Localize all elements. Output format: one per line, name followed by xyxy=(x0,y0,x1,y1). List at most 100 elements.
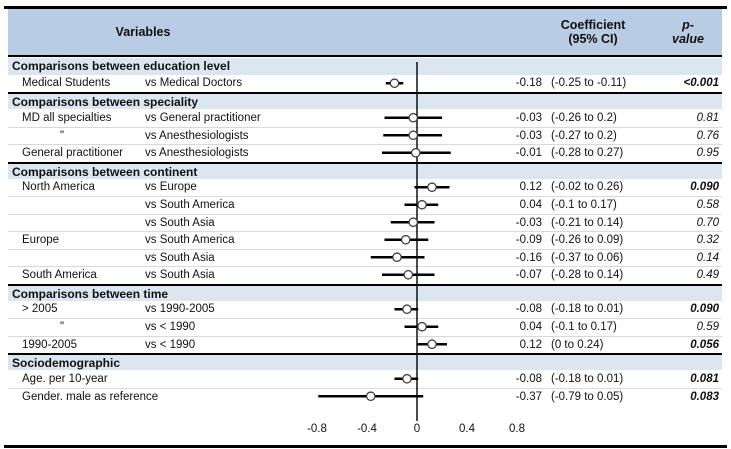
row-pvalue: 0.090 xyxy=(690,303,719,316)
row-comparison: vs < 1990 xyxy=(145,338,196,351)
row-comparison: vs South America xyxy=(145,199,235,212)
row-variable: North America xyxy=(22,181,95,194)
row-comparison: vs South Asia xyxy=(145,251,215,264)
row-pvalue: 0.70 xyxy=(696,216,719,229)
row-confidence-interval: (-0.26 to 0.2) xyxy=(551,111,617,124)
row-pvalue: 0.081 xyxy=(690,372,719,385)
x-axis-tick-label: -0.4 xyxy=(357,423,377,435)
row-variable: South America xyxy=(22,269,97,282)
row-comparison: vs < 1990 xyxy=(145,321,196,334)
row-confidence-interval: (-0.27 to 0.2) xyxy=(551,129,617,142)
table-row: South America vs South Asia -0.07 (-0.28 to… xyxy=(8,266,722,284)
section-title: Comparisons between speciality xyxy=(8,92,722,109)
row-variable: General practitioner xyxy=(22,147,123,160)
row-variable: > 2005 xyxy=(22,303,58,316)
row-pvalue: 0.056 xyxy=(690,338,719,351)
row-confidence-interval: (-0.28 to 0.14) xyxy=(551,269,624,282)
row-coefficient: -0.37 xyxy=(515,390,542,403)
row-variable: Gender. male as reference xyxy=(22,390,159,403)
row-coefficient: 0.12 xyxy=(519,338,542,351)
table-row: 1990-2005 vs < 1990 0.12 (0 to 0.24) 0.056 xyxy=(8,335,722,353)
table-row: vs South Asia -0.16 (-0.37 to 0.06) 0.14 xyxy=(8,248,722,267)
row-coefficient: -0.03 xyxy=(515,111,542,124)
row-confidence-interval: (-0.28 to 0.27) xyxy=(551,147,624,160)
row-coefficient: -0.03 xyxy=(515,129,542,142)
row-comparison: vs 1990-2005 xyxy=(145,303,215,316)
row-coefficient: -0.08 xyxy=(515,372,542,385)
x-axis-tick-label: 0 xyxy=(413,423,421,435)
row-pvalue: 0.090 xyxy=(690,181,719,194)
row-pvalue: 0.49 xyxy=(696,269,719,282)
pvalue-label-line2: value xyxy=(672,32,704,46)
table-top-border xyxy=(4,6,727,9)
table-row: > 2005 vs 1990-2005 -0.08 (-0.18 to 0.01) 0.… xyxy=(8,300,722,318)
row-variable: Europe xyxy=(22,234,60,247)
row-pvalue: 0.32 xyxy=(696,234,719,247)
row-variable xyxy=(22,250,144,267)
row-comparison: vs Anesthesiologists xyxy=(145,129,249,142)
row-pvalue: 0.14 xyxy=(696,251,719,264)
table-body: Comparisons between education level Medic… xyxy=(8,57,722,406)
coefficient-label-line1: Coefficient xyxy=(560,17,626,32)
row-confidence-interval: (-0.21 to 0.14) xyxy=(551,216,624,229)
row-coefficient: -0.08 xyxy=(515,303,542,316)
row-comparison xyxy=(145,389,295,406)
row-pvalue: 0.58 xyxy=(696,199,719,212)
section-title: Sociodemographic xyxy=(8,353,722,370)
table-row: Age. per 10-year -0.08 (-0.18 to 0.01) 0.08… xyxy=(8,370,722,388)
row-coefficient: -0.09 xyxy=(515,234,542,247)
row-pvalue: 0.59 xyxy=(696,321,719,334)
row-comparison: vs South America xyxy=(145,234,235,247)
row-comparison xyxy=(145,370,295,388)
row-pvalue: <0.001 xyxy=(683,77,720,90)
row-coefficient: -0.18 xyxy=(515,77,542,90)
table-row: " vs < 1990 0.04 (-0.1 to 0.17) 0.59 xyxy=(8,318,722,336)
row-coefficient: -0.01 xyxy=(515,147,542,160)
table-row: Europe vs South America -0.09 (-0.26 to 0.0… xyxy=(8,231,722,249)
row-pvalue: 0.083 xyxy=(690,390,719,403)
row-confidence-interval: (-0.1 to 0.17) xyxy=(551,199,617,212)
table-row: vs South America 0.04 (-0.1 to 0.17) 0.58 xyxy=(8,196,722,214)
row-pvalue: 0.95 xyxy=(696,147,719,160)
pvalue-column-header: p- value xyxy=(653,9,723,55)
row-variable xyxy=(22,197,144,214)
table-header-row: Variables Coefficient (95% CI) p- value xyxy=(8,9,722,57)
row-pvalue: 0.81 xyxy=(696,111,719,124)
row-comparison: vs South Asia xyxy=(145,269,215,282)
x-axis-tick-label: -0.8 xyxy=(307,423,327,435)
row-variable: " xyxy=(60,321,65,334)
section-title: Comparisons between time xyxy=(8,283,722,301)
row-comparison: vs General practitioner xyxy=(145,111,261,124)
row-comparison: vs Medical Doctors xyxy=(145,77,243,90)
row-comparison: vs South Asia xyxy=(145,216,215,229)
table-row: vs South Asia -0.03 (-0.21 to 0.14) 0.70 xyxy=(8,213,722,232)
row-coefficient: 0.04 xyxy=(519,321,542,334)
row-coefficient: 0.04 xyxy=(519,199,542,212)
row-coefficient: -0.03 xyxy=(515,216,542,229)
row-confidence-interval: (-0.1 to 0.17) xyxy=(551,321,617,334)
table-row: Gender. male as reference -0.37 (-0.79 to … xyxy=(8,387,722,406)
section-title: Comparisons between continent xyxy=(8,161,722,179)
row-confidence-interval: (-0.37 to 0.06) xyxy=(551,251,624,264)
coefficient-column-header: Coefficient (95% CI) xyxy=(478,9,708,55)
row-confidence-interval: (-0.79 to 0.05) xyxy=(551,390,624,403)
section-title: Comparisons between education level xyxy=(8,57,722,75)
table-row: MD all specialties vs General practitione… xyxy=(8,109,722,127)
row-pvalue: 0.76 xyxy=(696,129,719,142)
table-row: Medical Students vs Medical Doctors -0.18 (… xyxy=(8,74,722,92)
x-axis-tick-label: 0.8 xyxy=(509,423,525,435)
table-row: North America vs Europe 0.12 (-0.02 to 0.26… xyxy=(8,178,722,196)
pvalue-label-line1: p- xyxy=(682,17,694,32)
row-coefficient: 0.12 xyxy=(519,181,542,194)
variables-column-header: Variables xyxy=(8,9,278,55)
table-bottom-border xyxy=(4,445,727,448)
row-coefficient: -0.16 xyxy=(515,251,542,264)
row-confidence-interval: (-0.02 to 0.26) xyxy=(551,181,624,194)
row-confidence-interval: (-0.18 to 0.01) xyxy=(551,303,624,316)
row-coefficient: -0.07 xyxy=(515,269,542,282)
row-variable xyxy=(22,215,144,232)
row-variable: Age. per 10-year xyxy=(22,372,108,385)
row-confidence-interval: (-0.25 to -0.11) xyxy=(551,77,627,90)
row-comparison: vs Anesthesiologists xyxy=(145,147,249,160)
